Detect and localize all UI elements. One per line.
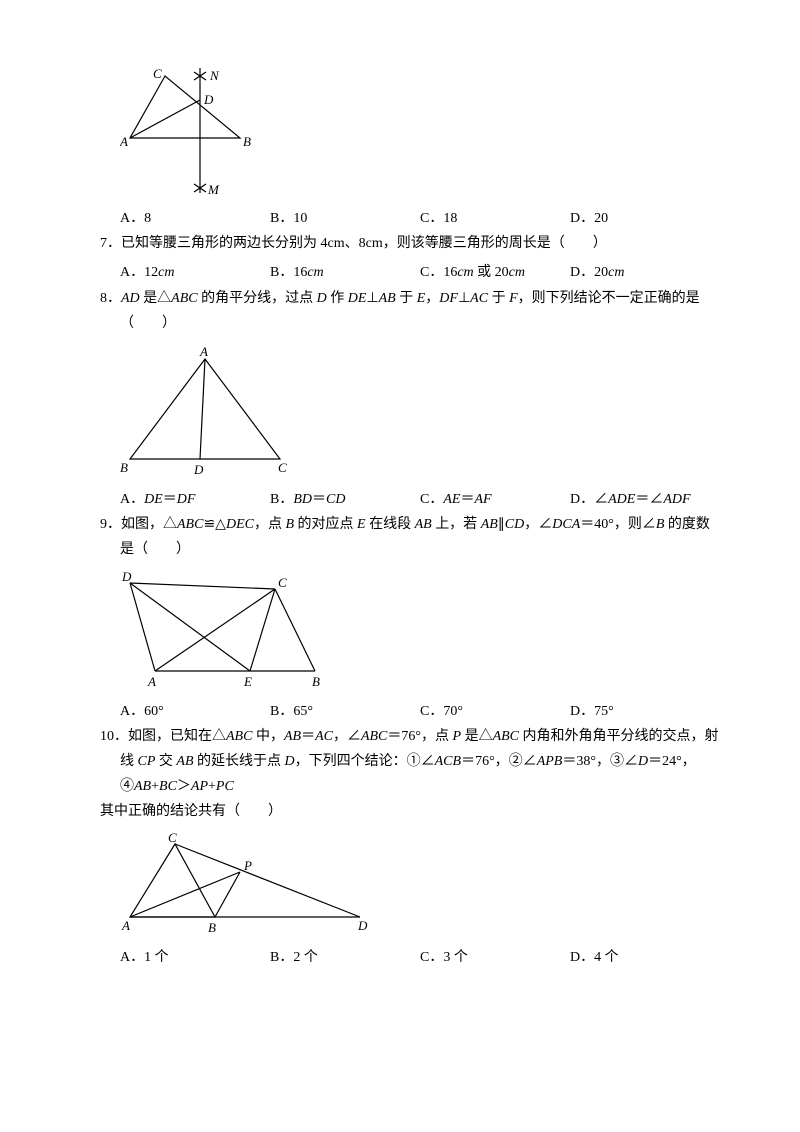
label-C: C (278, 460, 287, 475)
label-M: M (207, 182, 220, 197)
q9-figure: D C A E B (120, 571, 720, 691)
q10-figure: C A B D P (120, 832, 720, 937)
label-E: E (243, 674, 252, 689)
q6-opt-d: D．20 (570, 206, 720, 231)
q7-opt-a: A．12cm (120, 260, 270, 285)
label-A: A (121, 918, 130, 933)
q9-opt-b: B．65° (270, 699, 420, 724)
label-A: A (120, 134, 128, 149)
q6-opt-b: B．10 (270, 206, 420, 231)
q7-opt-c: C．16cm 或 20cm (420, 260, 570, 285)
label-B: B (208, 920, 216, 935)
q8-text: 8．AD 是△ABC 的角平分线，过点 D 作 DE⊥AB 于 E，DF⊥AC … (100, 286, 720, 336)
q9-opt-c: C．70° (420, 699, 570, 724)
q9-text: 9．如图，△ABC≌△DEC，点 B 的对应点 E 在线段 AB 上，若 AB∥… (100, 512, 720, 562)
q7-options: A．12cm B．16cm C．16cm 或 20cm D．20cm (120, 260, 720, 285)
q8-opt-d: D．∠ADE＝∠ADF (570, 487, 720, 512)
label-C: C (278, 575, 287, 590)
q10-opt-b: B．2 个 (270, 945, 420, 970)
q9-opt-d: D．75° (570, 699, 720, 724)
q7-opt-d: D．20cm (570, 260, 720, 285)
q10-options: A．1 个 B．2 个 C．3 个 D．4 个 (120, 945, 720, 970)
label-D: D (193, 462, 204, 477)
q6-opt-a: A．8 (120, 206, 270, 231)
q10-opt-d: D．4 个 (570, 945, 720, 970)
q10-opt-c: C．3 个 (420, 945, 570, 970)
q7-opt-b: B．16cm (270, 260, 420, 285)
q6-figure: A B C D N M (120, 68, 720, 198)
q8-figure: A B C D (120, 344, 720, 479)
q8-opt-a: A．DE＝DF (120, 487, 270, 512)
label-D: D (357, 918, 368, 933)
q8-opt-c: C．AE＝AF (420, 487, 570, 512)
label-D: D (121, 571, 132, 584)
q10-text2: 其中正确的结论共有（ ） (100, 799, 720, 824)
label-C: C (168, 832, 177, 845)
q8-options: A．DE＝DF B．BD＝CD C．AE＝AF D．∠ADE＝∠ADF (120, 487, 720, 512)
q7-text: 7．已知等腰三角形的两边长分别为 4cm、8cm，则该等腰三角形的周长是（ ） (100, 231, 720, 256)
q6-opt-c: C．18 (420, 206, 570, 231)
label-A: A (147, 674, 156, 689)
q10-opt-a: A．1 个 (120, 945, 270, 970)
q10-text: 10．如图，已知在△ABC 中，AB＝AC，∠ABC＝76°，点 P 是△ABC… (100, 724, 720, 800)
label-C: C (153, 68, 162, 81)
label-B: B (312, 674, 320, 689)
label-D: D (203, 92, 214, 107)
label-N: N (209, 68, 220, 83)
label-B: B (243, 134, 251, 149)
q9-options: A．60° B．65° C．70° D．75° (120, 699, 720, 724)
label-B: B (120, 460, 128, 475)
label-A: A (199, 344, 208, 359)
q9-opt-a: A．60° (120, 699, 270, 724)
label-P: P (243, 858, 252, 873)
q6-options: A．8 B．10 C．18 D．20 (120, 206, 720, 231)
q8-opt-b: B．BD＝CD (270, 487, 420, 512)
